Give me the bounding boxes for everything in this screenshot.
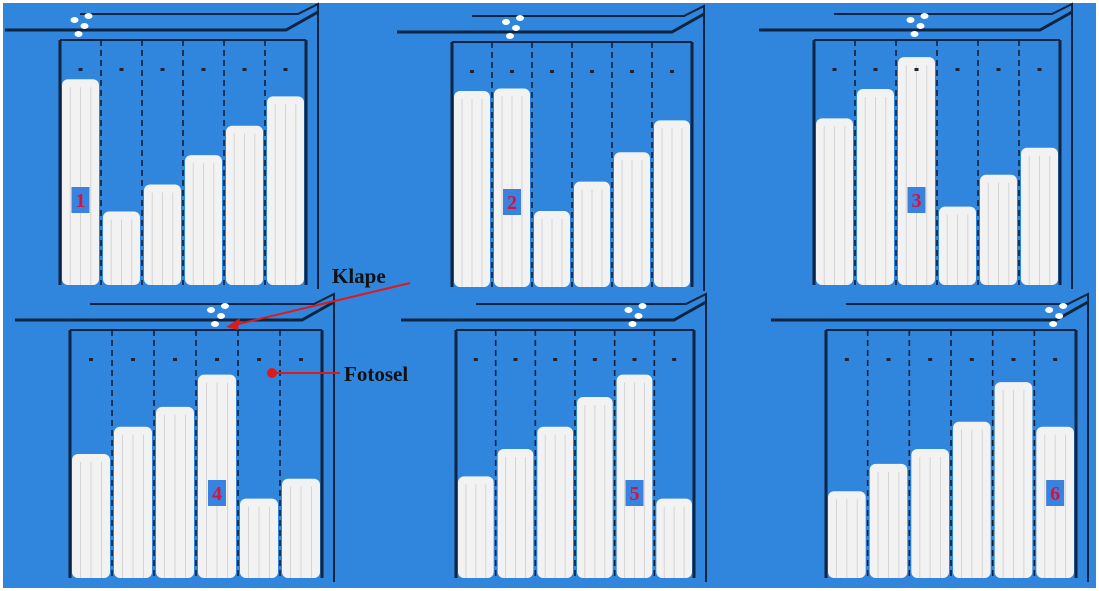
outer-rail — [846, 292, 1089, 582]
stage-label: 1 — [76, 190, 86, 212]
panel-5: 5 — [401, 292, 707, 582]
grain-particle — [910, 31, 919, 37]
grain-particle — [502, 19, 510, 25]
photocell-marker — [969, 358, 974, 361]
stage-label-box — [625, 480, 644, 506]
photocell-marker — [510, 70, 514, 73]
grain-particle — [80, 23, 89, 29]
photocell-marker — [89, 358, 93, 361]
photocell-marker — [215, 358, 219, 361]
intake-rail — [771, 300, 1089, 322]
grain-particle — [1045, 307, 1054, 313]
stage-label: 6 — [1050, 483, 1060, 505]
photocell-marker — [1053, 358, 1058, 361]
grain-particle — [516, 15, 524, 21]
grain-particle — [84, 13, 93, 19]
photocell-marker — [131, 358, 135, 361]
photocell-marker — [553, 358, 558, 361]
photocell-marker — [257, 358, 261, 361]
panel-6: 6 — [771, 292, 1089, 582]
panel-2: 2 — [397, 4, 705, 291]
stage-label-box — [71, 187, 90, 213]
grain-particle — [628, 321, 637, 327]
photocell-marker — [832, 68, 837, 71]
photocell-marker — [873, 68, 878, 71]
photocell-marker — [670, 70, 674, 73]
photocell-marker — [242, 68, 247, 71]
grain-particle — [211, 321, 219, 327]
photocell-marker — [78, 68, 83, 71]
stage-label-box — [1046, 480, 1065, 506]
intake-rail — [759, 10, 1073, 32]
grain-particle — [217, 313, 225, 319]
photocell-marker — [299, 358, 303, 361]
annotations: Klape Fotosel — [226, 264, 411, 386]
photocell-marker — [513, 358, 518, 361]
photocell-marker — [160, 68, 165, 71]
grain-particle — [1059, 303, 1068, 309]
photocell-marker — [592, 358, 597, 361]
intake-rail — [15, 300, 335, 322]
panel-3: 3 — [759, 2, 1073, 289]
photocell-marker — [672, 358, 677, 361]
grain-particle — [1049, 321, 1058, 327]
photocell-marker — [632, 358, 637, 361]
outer-rail — [834, 2, 1073, 289]
stage-label-box — [503, 189, 521, 215]
grain-particle — [634, 313, 643, 319]
grain-particle — [638, 303, 647, 309]
grain-particle — [906, 17, 915, 23]
photocell-marker — [283, 68, 288, 71]
photocell-marker — [886, 358, 891, 361]
klape-label: Klape — [332, 264, 386, 288]
photocell-marker — [119, 68, 124, 71]
grain-particle — [74, 31, 83, 37]
grain-particle — [916, 23, 925, 29]
photocell-marker — [914, 68, 919, 71]
grain-particle — [1055, 313, 1064, 319]
photocell-marker — [844, 358, 849, 361]
stage-label-box — [907, 187, 926, 213]
grain-particle — [70, 17, 79, 23]
outer-rail — [476, 292, 707, 582]
stage-label-box — [208, 480, 226, 506]
klape-arrow-head — [226, 318, 240, 330]
photocell-marker — [955, 68, 960, 71]
intake-rail — [401, 300, 707, 322]
grain-particle — [506, 33, 514, 39]
photocell-marker — [473, 358, 478, 361]
fotosel-arrow-dot — [267, 368, 277, 378]
intake-rail — [397, 12, 705, 34]
outer-rail — [472, 4, 705, 291]
photocell-marker — [996, 68, 1001, 71]
outer-rail — [90, 292, 335, 582]
photocell-marker — [928, 358, 933, 361]
grain-particle — [512, 25, 520, 31]
grain-particle — [221, 303, 229, 309]
stage-label: 2 — [507, 192, 517, 214]
photocell-marker — [1011, 358, 1016, 361]
photocell-marker — [550, 70, 554, 73]
outer-rail — [80, 2, 319, 289]
photocell-marker — [201, 68, 206, 71]
panel-4: 4 — [15, 292, 335, 582]
stage-label: 3 — [912, 190, 922, 212]
fotosel-label: Fotosel — [344, 362, 408, 386]
stage-label: 4 — [212, 483, 222, 505]
photocell-marker — [590, 70, 594, 73]
grain-particle — [207, 307, 215, 313]
photocell-marker — [630, 70, 634, 73]
intake-rail — [5, 10, 319, 32]
photocell-marker — [1037, 68, 1042, 71]
stage-label: 5 — [630, 483, 640, 505]
panels: 1 2 3 4 5 6 — [5, 2, 1089, 582]
klape-arrow-line — [229, 282, 411, 327]
photocell-marker — [173, 358, 177, 361]
photocell-marker — [470, 70, 474, 73]
grain-particle — [920, 13, 929, 19]
grain-particle — [624, 307, 633, 313]
panel-1: 1 — [5, 2, 319, 289]
